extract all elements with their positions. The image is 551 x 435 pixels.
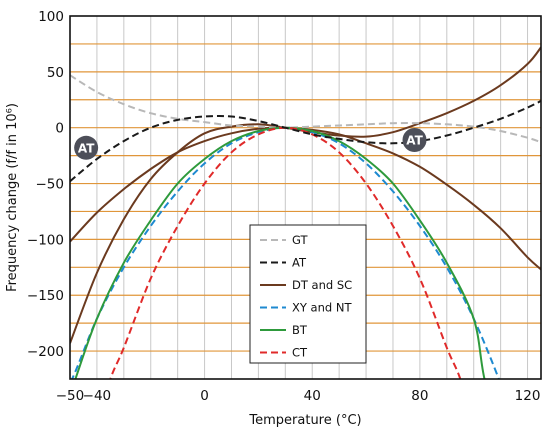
legend-box <box>249 224 367 364</box>
series-line-xy-and-nt <box>70 126 500 379</box>
legend-label: GT <box>292 233 309 247</box>
legend-label: CT <box>292 346 308 360</box>
y-axis-label: Frequency change (f/f in 10⁶) <box>5 103 20 292</box>
x-tick-label: 120 <box>515 388 541 404</box>
y-tick-label: 50 <box>47 65 64 81</box>
x-axis-label: Temperature (°C) <box>248 413 361 428</box>
legend-label: BT <box>292 323 308 337</box>
y-tick-label: −200 <box>27 344 64 360</box>
series-line-at <box>70 100 541 183</box>
y-tick-label: −50 <box>36 177 65 193</box>
x-tick-label: 80 <box>411 388 428 404</box>
annotation-label: AT <box>406 133 423 147</box>
series-layer <box>70 46 541 379</box>
series-line-unlabeled <box>70 126 541 271</box>
x-tick-label: 0 <box>200 388 209 404</box>
legend: GT AT DT and SC XY and NT BT CT <box>249 224 367 364</box>
annotations: AT AT <box>74 127 427 160</box>
plot-frame <box>69 15 542 380</box>
y-tick-label: −150 <box>27 288 64 304</box>
y-tick-label: 0 <box>55 121 64 137</box>
legend-label: DT and SC <box>292 278 352 292</box>
y-tick-label: −100 <box>27 232 64 248</box>
annotation-badge <box>74 135 99 160</box>
legend-label: XY and NT <box>292 301 352 315</box>
annotation-label: AT <box>78 141 95 155</box>
x-tick-label: 40 <box>304 388 321 404</box>
x-tick-label: −40 <box>83 388 112 404</box>
x-tick-label: −50 <box>56 388 85 404</box>
annotation-badge <box>402 127 427 152</box>
legend-label: AT <box>292 256 307 270</box>
y-tick-label: 100 <box>38 9 64 25</box>
series-line-gt <box>70 74 541 144</box>
